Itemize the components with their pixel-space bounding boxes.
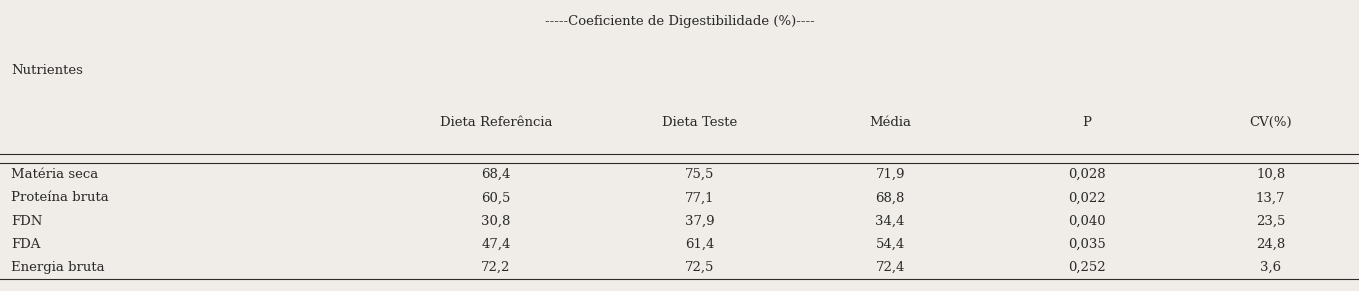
Text: CV(%): CV(%) <box>1249 116 1292 129</box>
Text: 0,035: 0,035 <box>1068 238 1106 251</box>
Text: FDN: FDN <box>11 215 42 228</box>
Text: Matéria seca: Matéria seca <box>11 168 98 181</box>
Text: Proteína bruta: Proteína bruta <box>11 191 109 204</box>
Text: Dieta Referência: Dieta Referência <box>440 116 552 129</box>
Text: 34,4: 34,4 <box>875 215 905 228</box>
Text: 0,252: 0,252 <box>1068 261 1106 274</box>
Text: 75,5: 75,5 <box>685 168 715 181</box>
Text: 10,8: 10,8 <box>1256 168 1286 181</box>
Text: 47,4: 47,4 <box>481 238 511 251</box>
Text: 54,4: 54,4 <box>875 238 905 251</box>
Text: 61,4: 61,4 <box>685 238 715 251</box>
Text: P: P <box>1083 116 1091 129</box>
Text: Dieta Teste: Dieta Teste <box>662 116 738 129</box>
Text: 72,4: 72,4 <box>875 261 905 274</box>
Text: 37,9: 37,9 <box>685 215 715 228</box>
Text: -----Coeficiente de Digestibilidade (%)----: -----Coeficiente de Digestibilidade (%)-… <box>545 15 814 28</box>
Text: 0,040: 0,040 <box>1068 215 1106 228</box>
Text: 23,5: 23,5 <box>1256 215 1286 228</box>
Text: 24,8: 24,8 <box>1256 238 1286 251</box>
Text: 60,5: 60,5 <box>481 191 511 204</box>
Text: 72,2: 72,2 <box>481 261 511 274</box>
Text: Energia bruta: Energia bruta <box>11 261 105 274</box>
Text: 72,5: 72,5 <box>685 261 715 274</box>
Text: Média: Média <box>870 116 911 129</box>
Text: 30,8: 30,8 <box>481 215 511 228</box>
Text: 3,6: 3,6 <box>1260 261 1282 274</box>
Text: FDA: FDA <box>11 238 41 251</box>
Text: 71,9: 71,9 <box>875 168 905 181</box>
Text: Nutrientes: Nutrientes <box>11 64 83 77</box>
Text: 0,022: 0,022 <box>1068 191 1106 204</box>
Text: 68,8: 68,8 <box>875 191 905 204</box>
Text: 68,4: 68,4 <box>481 168 511 181</box>
Text: 13,7: 13,7 <box>1256 191 1286 204</box>
Text: 77,1: 77,1 <box>685 191 715 204</box>
Text: 0,028: 0,028 <box>1068 168 1106 181</box>
